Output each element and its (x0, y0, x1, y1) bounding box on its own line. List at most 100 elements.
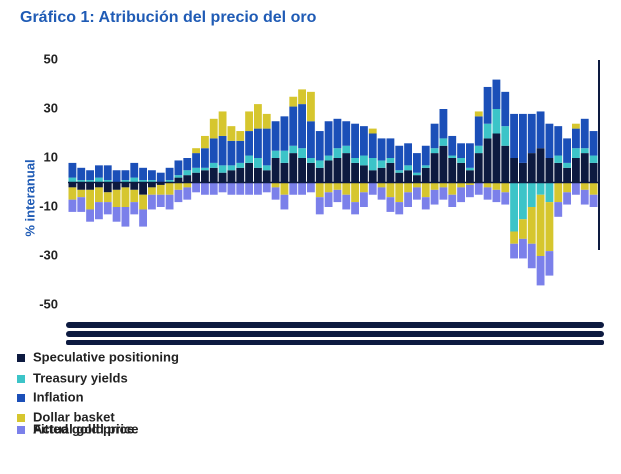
bar-segment (130, 189, 139, 203)
bar-segment (262, 170, 271, 183)
bar-segment (271, 187, 280, 200)
bar-segment (580, 182, 589, 190)
bar-segment (174, 160, 183, 176)
bar-segment (68, 162, 77, 178)
bar-segment (342, 121, 351, 146)
bar-segment (572, 158, 580, 183)
bar-segment (377, 138, 386, 161)
bar-segment (201, 182, 209, 195)
bar-segment (589, 155, 598, 163)
bar-segment (148, 182, 156, 188)
bar-segment (156, 184, 165, 195)
bar-segment (139, 209, 147, 227)
bar-segment (218, 135, 227, 166)
bar-segment (448, 182, 457, 195)
bar-segment (307, 182, 315, 193)
bar-segment (457, 187, 465, 203)
bar-segment (351, 202, 359, 215)
bar-segment (298, 182, 306, 195)
bar-segment (77, 167, 86, 181)
bar-segment (386, 158, 395, 163)
bar-segment (130, 162, 139, 178)
bar-segment (404, 192, 412, 207)
bar-segment (183, 182, 192, 188)
bar-segment (139, 194, 147, 210)
bar-segment (209, 138, 218, 163)
bar-segment (386, 182, 395, 198)
bar-segment (280, 150, 289, 163)
bar-segment (483, 138, 492, 183)
bar-segment (227, 170, 236, 183)
bar-segment (262, 113, 271, 129)
bar-segment (280, 194, 289, 210)
bar-segment (474, 182, 483, 195)
bar-segment (580, 153, 589, 183)
bar-segment (218, 182, 227, 193)
bar-segment (554, 182, 563, 203)
bar-segment (103, 165, 112, 181)
bar-segment (68, 187, 77, 200)
bar-segment (421, 165, 430, 168)
bar-segment (245, 111, 253, 132)
bar-segment (580, 189, 589, 205)
bar-segment (474, 153, 483, 183)
bar-segment (351, 162, 359, 183)
bar-segment (527, 153, 536, 183)
bar-segment (68, 182, 77, 188)
bar-segment (377, 187, 386, 200)
bar-segment (404, 165, 412, 171)
bar-segment (572, 128, 580, 149)
bar-segment (254, 182, 262, 195)
bar-segment (103, 182, 112, 193)
bar-segment (439, 187, 448, 200)
bar-segment (333, 118, 342, 149)
bar-segment (174, 175, 183, 178)
bar-segment (148, 187, 156, 195)
bar-segment (289, 106, 298, 146)
bar-segment (254, 158, 262, 168)
bar-segment (139, 180, 147, 183)
bar-segment (333, 158, 342, 183)
bar-segment (439, 109, 448, 139)
bar-segment (130, 182, 139, 190)
bar-segment (236, 140, 245, 163)
bar-segment (580, 118, 589, 149)
bar-segment (448, 155, 457, 158)
bar-segment (192, 148, 200, 154)
bar-segment (315, 167, 324, 183)
bar-segment (68, 199, 77, 212)
bar-segment (183, 158, 192, 171)
bar-segment (192, 153, 200, 168)
bar-segment (448, 194, 457, 207)
bar-segment (430, 182, 439, 190)
bar-segment (271, 121, 280, 151)
bar-segment (112, 182, 121, 190)
bar-segment (333, 182, 342, 190)
bar-segment (271, 158, 280, 183)
x-label-band (66, 322, 604, 345)
bar-segment (404, 170, 412, 183)
bar-segment (245, 131, 253, 156)
bar-segment (315, 131, 324, 161)
bar-segment (474, 111, 483, 117)
bar-segment (148, 194, 156, 210)
bar-segment (227, 126, 236, 141)
bar-segment (457, 162, 465, 183)
bar-segment (368, 170, 377, 183)
bar-segment (307, 158, 315, 163)
bar-segment (271, 182, 280, 188)
bar-segment (430, 148, 439, 154)
bar-segment (360, 192, 368, 207)
bar-segment (368, 128, 377, 134)
bar-segment (307, 162, 315, 183)
bar-segment (156, 172, 165, 183)
bar-segment (545, 202, 554, 252)
bar-segment (483, 182, 492, 188)
legend-swatch (17, 354, 25, 362)
bar-segment (527, 243, 536, 269)
bar-segment (527, 207, 536, 244)
bar-segment (563, 167, 571, 183)
bar-segment (298, 148, 306, 158)
bar-segment (112, 207, 121, 222)
